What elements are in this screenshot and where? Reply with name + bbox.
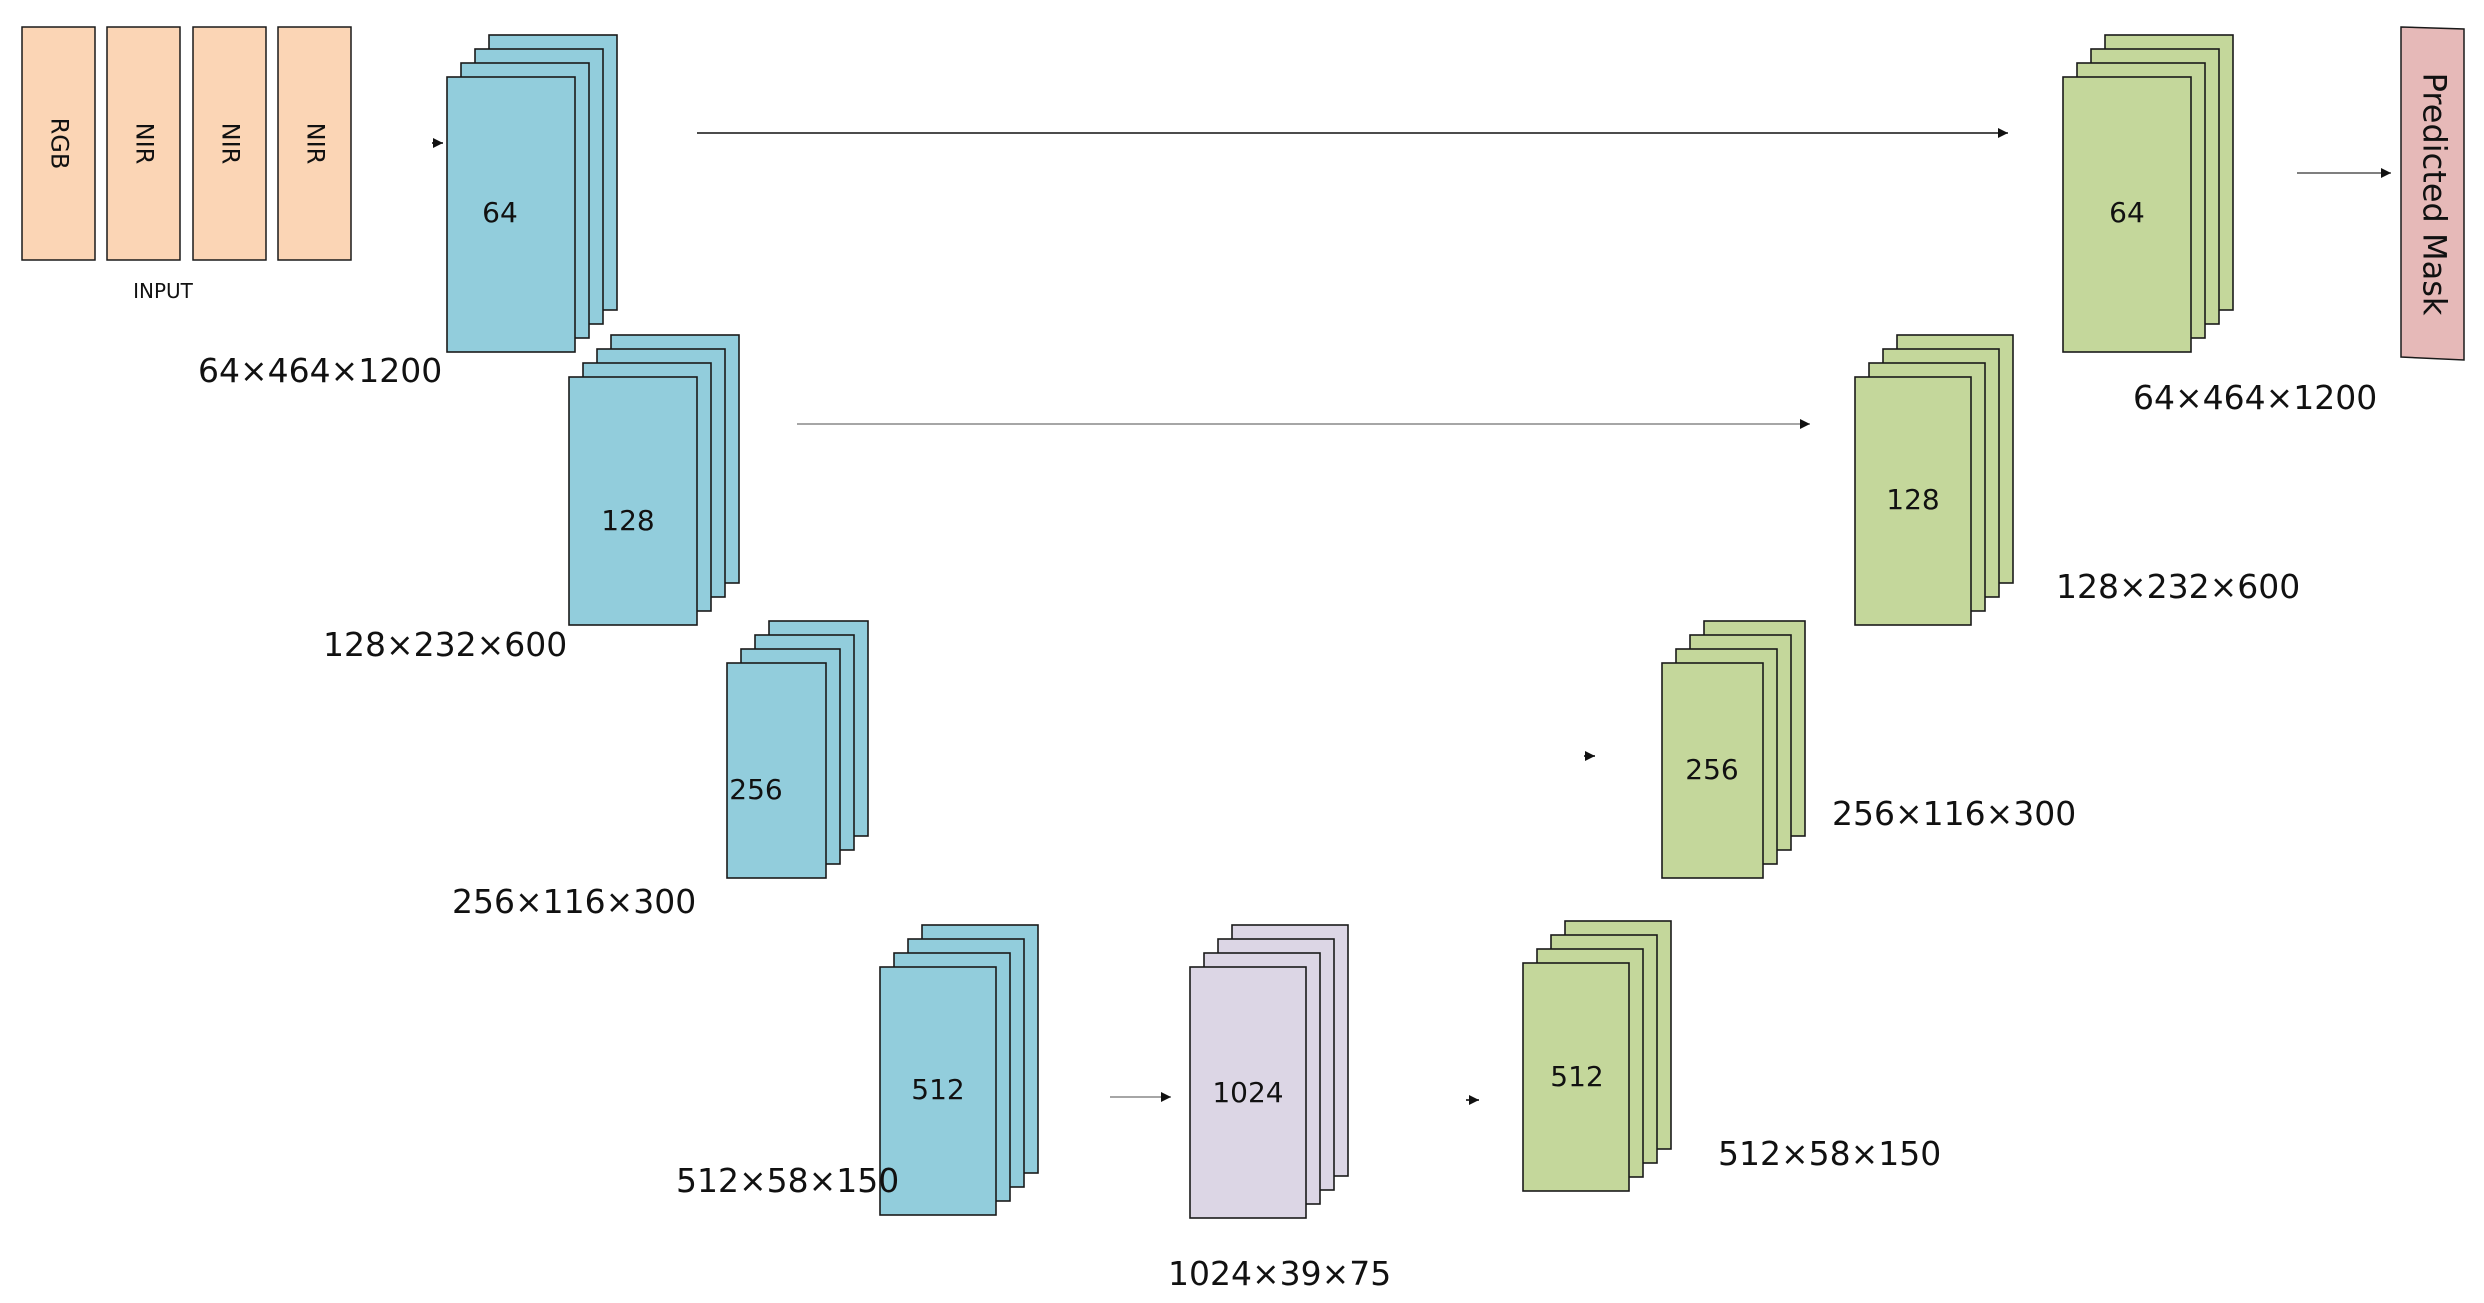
- decoder-block-128: 128 128×232×600: [1854, 334, 2300, 626]
- block-channels: 128: [601, 504, 654, 537]
- input-channel-label: NIR: [217, 123, 245, 165]
- block-channels: 1024: [1212, 1076, 1283, 1109]
- feature-map-front: [568, 376, 698, 626]
- input-channel-label: NIR: [131, 123, 159, 165]
- block-channels: 512: [911, 1073, 964, 1106]
- bottleneck-block-1024: 1024 1024×39×75: [1168, 924, 1391, 1293]
- feature-map-front: [1661, 662, 1764, 879]
- input-group: RGB NIR NIR NIR INPUT: [21, 26, 352, 303]
- block-channels: 256: [729, 773, 782, 806]
- input-channel-label: RGB: [46, 118, 74, 170]
- encoder-block-64: 64 64×464×1200: [198, 34, 618, 390]
- input-channel-box: [106, 26, 181, 261]
- block-channels: 64: [2109, 196, 2145, 229]
- block-channels: 512: [1550, 1060, 1603, 1093]
- input-channel-nir-1: NIR: [106, 26, 181, 261]
- block-channels: 256: [1685, 753, 1738, 786]
- input-channel-nir-2: NIR: [192, 26, 267, 261]
- feature-map-front: [1854, 376, 1972, 626]
- decoder-block-64: 64 64×464×1200: [2062, 34, 2377, 417]
- encoder-block-512: 512 512×58×150: [676, 924, 1039, 1216]
- input-channel-box: [277, 26, 352, 261]
- input-channel-box: [192, 26, 267, 261]
- block-dimensions: 64×464×1200: [2133, 378, 2377, 417]
- block-dimensions: 256×116×300: [452, 882, 696, 921]
- feature-map-front: [1189, 966, 1307, 1219]
- decoder-block-512: 512 512×58×150: [1522, 920, 1941, 1192]
- feature-map-front: [446, 76, 576, 353]
- feature-map-front: [726, 662, 827, 879]
- block-dimensions: 512×58×150: [676, 1161, 899, 1200]
- encoder-block-256: 256 256×116×300: [452, 620, 869, 921]
- feature-map-front: [1522, 962, 1630, 1192]
- feature-map-front: [2062, 76, 2192, 353]
- block-dimensions: 512×58×150: [1718, 1134, 1941, 1173]
- block-dimensions: 256×116×300: [1832, 794, 2076, 833]
- output-block: Predicted Mask: [2400, 26, 2465, 361]
- input-channel-rgb: RGB: [21, 26, 96, 261]
- input-channel-box: [21, 26, 96, 261]
- encoder-block-128: 128 128×232×600: [323, 334, 740, 664]
- predicted-mask-label: Predicted Mask: [2416, 73, 2454, 316]
- input-label: INPUT: [133, 279, 194, 303]
- input-channel-nir-3: NIR: [277, 26, 352, 261]
- input-channel-label: NIR: [302, 123, 330, 165]
- block-dimensions: 128×232×600: [323, 625, 567, 664]
- feature-map-front: [879, 966, 997, 1216]
- block-dimensions: 1024×39×75: [1168, 1254, 1391, 1293]
- predicted-mask-box: [2400, 26, 2465, 361]
- arrows: [432, 128, 2391, 1105]
- block-channels: 128: [1886, 483, 1939, 516]
- block-dimensions: 128×232×600: [2056, 567, 2300, 606]
- block-channels: 64: [482, 196, 518, 229]
- block-dimensions: 64×464×1200: [198, 351, 442, 390]
- decoder-block-256: 256 256×116×300: [1661, 620, 2076, 879]
